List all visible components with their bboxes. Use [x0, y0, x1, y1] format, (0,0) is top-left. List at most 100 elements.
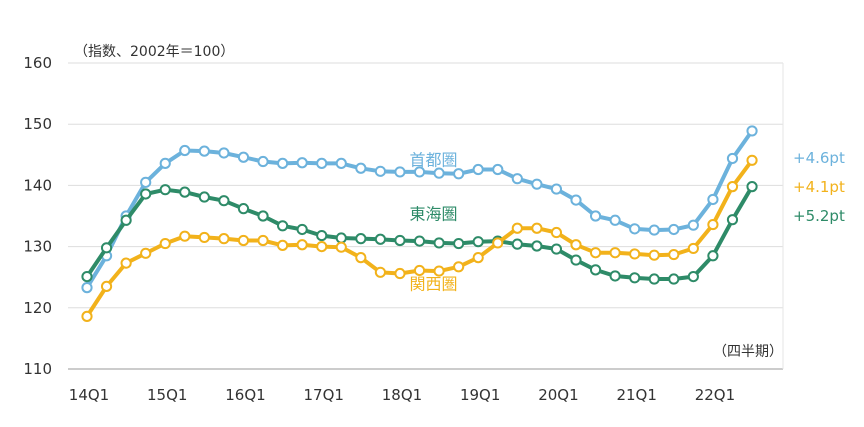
data-point [746, 154, 758, 166]
unit-label: （指数、2002年＝100） [74, 44, 234, 60]
data-point [550, 243, 563, 255]
data-point [140, 176, 152, 188]
data-point [257, 155, 269, 168]
data-point [374, 165, 386, 177]
data-point [707, 218, 719, 231]
data-point [589, 210, 602, 222]
data-point [100, 280, 113, 292]
data-point [394, 267, 406, 280]
data-point [550, 183, 563, 195]
data-point [472, 252, 484, 264]
y-tick-label-140: 140 [23, 176, 52, 194]
x-tick-label-22Q1: 22Q1 [695, 386, 735, 404]
data-point [120, 257, 132, 269]
data-point [726, 152, 739, 165]
data-point [648, 224, 660, 236]
data-point [648, 273, 660, 285]
data-point [746, 125, 758, 137]
data-point [277, 157, 289, 169]
data-point [589, 247, 602, 259]
data-point [237, 234, 250, 247]
data-point [726, 181, 739, 193]
data-point [570, 194, 582, 206]
data-point [668, 248, 680, 261]
series-name-label-1: 首都圏 [410, 151, 458, 170]
data-point [140, 188, 152, 200]
data-point [198, 231, 210, 244]
data-point [277, 220, 289, 232]
data-point [687, 270, 699, 283]
end-change-label-2: +4.1pt [793, 178, 845, 196]
data-point [316, 229, 328, 242]
data-point [472, 163, 484, 176]
grid-lines [68, 62, 784, 370]
series-name-label-2: 東海圏 [410, 205, 458, 224]
data-point [511, 238, 523, 250]
data-point [257, 234, 269, 247]
data-point [394, 234, 406, 247]
data-point [179, 230, 191, 242]
data-point [433, 237, 445, 249]
x-unit-label: （四半期） [713, 344, 783, 360]
data-point [433, 167, 445, 179]
series-name-label-3: 関西圏 [410, 274, 458, 293]
data-point [687, 219, 699, 231]
data-point [746, 181, 758, 193]
data-point [355, 162, 367, 174]
data-point [296, 157, 308, 169]
data-point [629, 248, 641, 260]
data-point [609, 247, 621, 259]
data-point [413, 235, 426, 247]
x-tick-label-14Q1: 14Q1 [69, 386, 109, 404]
data-point [413, 264, 426, 277]
data-point [531, 240, 543, 252]
data-point [629, 223, 641, 235]
data-point [159, 237, 171, 250]
data-point [140, 247, 152, 259]
data-point [492, 163, 504, 176]
data-point [81, 310, 93, 322]
data-point [296, 223, 308, 236]
data-point [198, 191, 210, 203]
data-point [511, 173, 523, 185]
data-point [237, 151, 250, 163]
series-lines [81, 125, 758, 322]
data-point [355, 252, 367, 264]
y-tick-label-150: 150 [23, 115, 52, 133]
data-point [159, 184, 171, 196]
data-point [687, 242, 699, 255]
data-point [100, 242, 113, 254]
data-point [355, 233, 367, 245]
data-point [120, 214, 132, 226]
data-point [531, 178, 543, 190]
data-point [472, 236, 484, 248]
data-point [453, 237, 465, 250]
x-tick-label-17Q1: 17Q1 [304, 386, 344, 404]
data-point [668, 223, 680, 236]
series-3 [81, 154, 758, 322]
data-point [433, 265, 445, 277]
data-point [335, 157, 347, 169]
y-tick-label-130: 130 [23, 238, 52, 256]
end-change-label-3: +5.2pt [793, 207, 845, 225]
data-point [296, 239, 308, 251]
data-point [218, 233, 230, 245]
y-tick-label-120: 120 [23, 299, 52, 317]
data-point [413, 166, 426, 178]
data-point [374, 233, 386, 245]
data-point [316, 241, 328, 253]
data-point [492, 237, 504, 249]
data-point [179, 186, 191, 198]
data-point [668, 273, 680, 285]
end-change-label-1: +4.6pt [793, 149, 845, 167]
data-point [81, 282, 93, 294]
data-point [453, 168, 465, 180]
x-tick-label-18Q1: 18Q1 [382, 386, 422, 404]
data-point [629, 272, 641, 284]
data-point [531, 222, 543, 234]
y-tick-label-110: 110 [23, 360, 52, 378]
data-point [218, 195, 230, 207]
data-point [648, 249, 660, 261]
data-point [726, 214, 739, 226]
